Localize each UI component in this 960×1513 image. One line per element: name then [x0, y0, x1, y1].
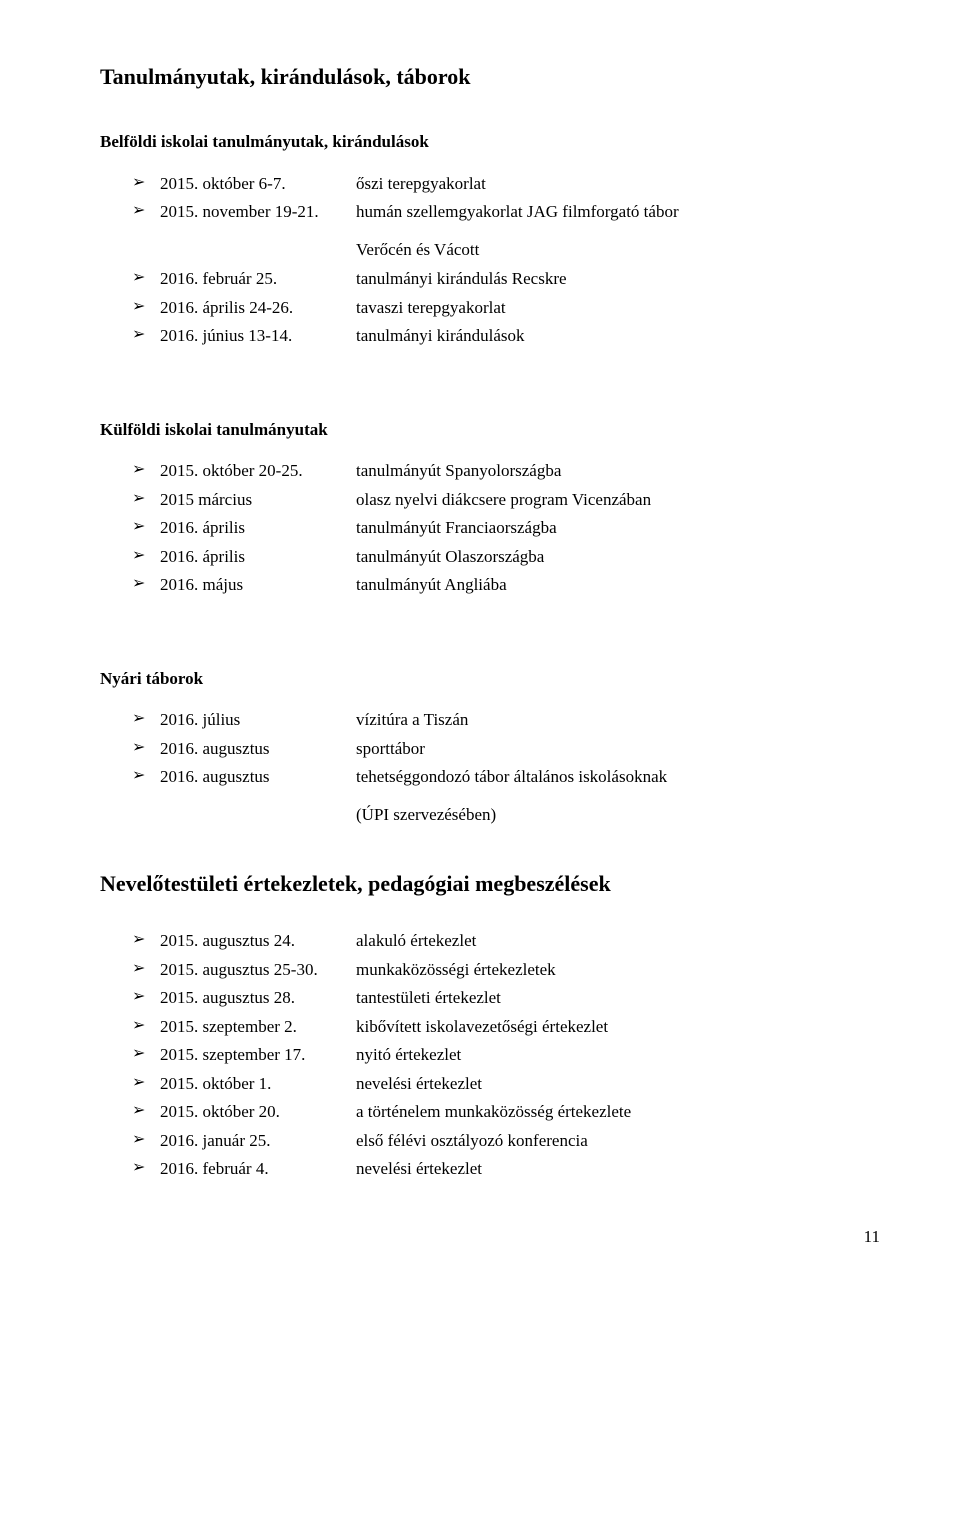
item-date: 2015. október 1. — [160, 1071, 356, 1097]
item-date: 2015 március — [160, 487, 356, 513]
item-desc: tanulmányi kirándulások — [356, 323, 880, 349]
item-desc: nyitó értekezlet — [356, 1042, 880, 1068]
item-desc: tanulmányút Olaszországba — [356, 544, 880, 570]
list-item: 2015 március olasz nyelvi diákcsere prog… — [132, 487, 880, 513]
item-desc: nevelési értekezlet — [356, 1156, 880, 1182]
item-date: 2016. április — [160, 544, 356, 570]
list-item: 2015. szeptember 2. kibővített iskolavez… — [132, 1014, 880, 1040]
item-date: 2015. október 20. — [160, 1099, 356, 1125]
list-item: 2015. szeptember 17. nyitó értekezlet — [132, 1042, 880, 1068]
list-item: 2016. június 13-14. tanulmányi kirándulá… — [132, 323, 880, 349]
page-title-1: Tanulmányutak, kirándulások, táborok — [100, 60, 880, 93]
item-desc: tehetséggondozó tábor általános iskoláso… — [356, 764, 880, 790]
item-date: 2015. október 6-7. — [160, 171, 356, 197]
list-item: 2015. október 20-25. tanulmányút Spanyol… — [132, 458, 880, 484]
list-item: 2016. május tanulmányút Angliába — [132, 572, 880, 598]
item-date: 2015. szeptember 2. — [160, 1014, 356, 1040]
list-item: 2016. augusztus sporttábor — [132, 736, 880, 762]
section-heading-0: Belföldi iskolai tanulmányutak, kirándul… — [100, 129, 880, 155]
item-date: 2016. augusztus — [160, 736, 356, 762]
page-number: 11 — [100, 1224, 880, 1250]
item-date: 2015. augusztus 28. — [160, 985, 356, 1011]
list-item: 2016. augusztus tehetséggondozó tábor ál… — [132, 764, 880, 790]
list-item: 2016. január 25. első félévi osztályozó … — [132, 1128, 880, 1154]
list-item: 2015. november 19-21. humán szellemgyako… — [132, 199, 880, 225]
item-date: 2015. szeptember 17. — [160, 1042, 356, 1068]
list-1: 2015. október 20-25. tanulmányút Spanyol… — [100, 458, 880, 598]
item-desc: tavaszi terepgyakorlat — [356, 295, 880, 321]
item-date: 2015. október 20-25. — [160, 458, 356, 484]
item-date: 2016. április 24-26. — [160, 295, 356, 321]
list-3: 2015. augusztus 24. alakuló értekezlet 2… — [100, 928, 880, 1182]
list-item: 2015. október 1. nevelési értekezlet — [132, 1071, 880, 1097]
item-desc: a történelem munkaközösség értekezlete — [356, 1099, 880, 1125]
item-date: 2016. augusztus — [160, 764, 356, 790]
item-desc: tanulmányi kirándulás Recskre — [356, 266, 880, 292]
list-2: 2016. július vízitúra a Tiszán 2016. aug… — [100, 707, 880, 790]
item-date: 2016. február 4. — [160, 1156, 356, 1182]
item-desc: vízitúra a Tiszán — [356, 707, 880, 733]
list-item: 2015. augusztus 25-30. munkaközösségi ér… — [132, 957, 880, 983]
list-0b: 2016. február 25. tanulmányi kirándulás … — [100, 266, 880, 349]
item-desc: humán szellemgyakorlat JAG filmforgató t… — [356, 199, 880, 225]
item-date: 2015. augusztus 24. — [160, 928, 356, 954]
item-date: 2015. augusztus 25-30. — [160, 957, 356, 983]
item-date: 2016. július — [160, 707, 356, 733]
item-date: 2016. június 13-14. — [160, 323, 356, 349]
page-title-2: Nevelőtestületi értekezletek, pedagógiai… — [100, 867, 880, 900]
item-desc: nevelési értekezlet — [356, 1071, 880, 1097]
section-heading-1: Külföldi iskolai tanulmányutak — [100, 417, 880, 443]
list-item: 2016. július vízitúra a Tiszán — [132, 707, 880, 733]
item-date: 2016. május — [160, 572, 356, 598]
item-desc: alakuló értekezlet — [356, 928, 880, 954]
list-item: 2015. október 6-7. őszi terepgyakorlat — [132, 171, 880, 197]
item-desc: őszi terepgyakorlat — [356, 171, 880, 197]
item-desc: sporttábor — [356, 736, 880, 762]
list-item: 2016. április tanulmányút Olaszországba — [132, 544, 880, 570]
item-date: 2016. február 25. — [160, 266, 356, 292]
list-item: 2015. október 20. a történelem munkaközö… — [132, 1099, 880, 1125]
list-0: 2015. október 6-7. őszi terepgyakorlat 2… — [100, 171, 880, 225]
item-desc: első félévi osztályozó konferencia — [356, 1128, 880, 1154]
list-item: 2015. augusztus 24. alakuló értekezlet — [132, 928, 880, 954]
item-desc: tantestületi értekezlet — [356, 985, 880, 1011]
item-desc-continuation: (ÚPI szervezésében) — [100, 802, 880, 828]
item-date: 2016. január 25. — [160, 1128, 356, 1154]
item-desc-continuation: Verőcén és Vácott — [100, 237, 880, 263]
item-desc: tanulmányút Spanyolországba — [356, 458, 880, 484]
item-date: 2015. november 19-21. — [160, 199, 356, 225]
list-item: 2016. április tanulmányút Franciaországb… — [132, 515, 880, 541]
list-item: 2015. augusztus 28. tantestületi értekez… — [132, 985, 880, 1011]
list-item: 2016. február 4. nevelési értekezlet — [132, 1156, 880, 1182]
item-date: 2016. április — [160, 515, 356, 541]
item-desc: olasz nyelvi diákcsere program Vicenzába… — [356, 487, 880, 513]
item-desc: tanulmányút Angliába — [356, 572, 880, 598]
list-item: 2016. április 24-26. tavaszi terepgyakor… — [132, 295, 880, 321]
list-item: 2016. február 25. tanulmányi kirándulás … — [132, 266, 880, 292]
item-desc: kibővített iskolavezetőségi értekezlet — [356, 1014, 880, 1040]
section-heading-2: Nyári táborok — [100, 666, 880, 692]
item-desc: munkaközösségi értekezletek — [356, 957, 880, 983]
item-desc: tanulmányút Franciaországba — [356, 515, 880, 541]
